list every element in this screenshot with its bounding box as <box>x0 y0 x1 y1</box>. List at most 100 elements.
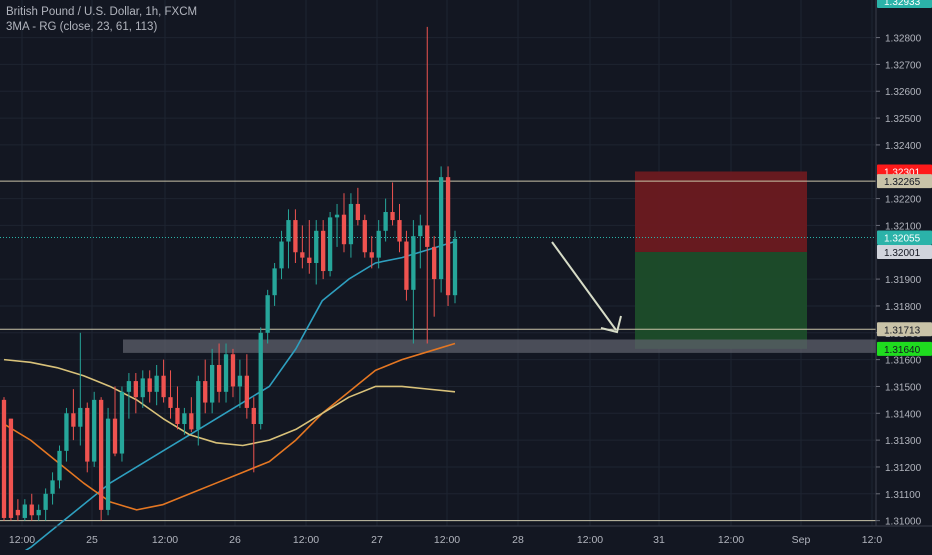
candle-59 <box>411 220 416 344</box>
level-lines[interactable] <box>0 180 876 522</box>
upper-level-price-label: 1.32265 <box>877 174 932 189</box>
time-axis[interactable]: 12:00 25 12:00 26 12:00 27 12:00 28 12:00 31 12:00… <box>0 525 932 546</box>
time-tick-label-8: 12:00 <box>577 534 603 546</box>
candle-body <box>98 399 104 510</box>
candle-body <box>258 332 263 425</box>
ma-slow-line <box>3 358 456 447</box>
candle-body <box>348 203 354 245</box>
price-tick-label-0: 1.31000 <box>885 517 922 528</box>
candle-body <box>50 480 55 494</box>
price-tick-label-8: 1.31800 <box>885 302 922 313</box>
candle-body <box>1 399 7 518</box>
candle-body <box>362 220 367 253</box>
time-tick-label-4: 12:00 <box>293 534 319 546</box>
candle-body <box>390 212 395 221</box>
ma-fast-line <box>16 240 456 555</box>
candle-24 <box>168 370 173 419</box>
candle-22 <box>154 364 159 406</box>
candle-body <box>43 493 48 510</box>
candle-53 <box>369 236 374 269</box>
arrow-drawing[interactable] <box>551 241 622 334</box>
candle-0 <box>1 397 7 521</box>
candle-41 <box>286 209 291 269</box>
candle-body <box>265 295 270 333</box>
candle-36 <box>251 397 256 473</box>
candle-body <box>445 177 451 296</box>
candle-51 <box>355 187 361 226</box>
entry-price-label-bg <box>877 244 932 259</box>
time-tick-label-0: 12:00 <box>9 534 35 546</box>
candle-45 <box>314 220 319 285</box>
candle-52 <box>362 214 367 258</box>
candle-body <box>78 407 83 427</box>
candle-33 <box>230 348 236 398</box>
candle-body <box>307 257 312 263</box>
time-tick-label-6: 12:00 <box>434 534 460 546</box>
candle-body <box>29 504 34 516</box>
candle-body <box>237 375 243 387</box>
candle-body <box>112 418 118 454</box>
candle-body <box>92 399 97 462</box>
candle-body <box>279 241 284 269</box>
candle-14 <box>98 397 104 521</box>
candle-57 <box>397 203 402 253</box>
candle-body <box>321 230 326 272</box>
price-axis-background <box>876 0 932 526</box>
candle-27 <box>189 397 194 433</box>
stop-price-label-text: 1.32301 <box>884 167 921 178</box>
time-tick-label-3: 26 <box>229 534 241 546</box>
take-profit-zone[interactable] <box>635 251 807 349</box>
price-tick-label-6: 1.31600 <box>885 356 922 367</box>
entry-price-label: 1.32001 <box>877 244 932 259</box>
candle-35 <box>244 354 249 419</box>
candle-13 <box>92 391 97 467</box>
candle-48 <box>334 203 340 247</box>
candle-body <box>147 378 152 392</box>
support-zone[interactable] <box>123 339 876 353</box>
candle-5 <box>36 504 41 521</box>
top-price-label-text: 1.32933 <box>884 0 921 8</box>
candle-21 <box>147 370 152 403</box>
candle-3 <box>22 499 27 521</box>
arrow-shaft[interactable] <box>551 241 617 331</box>
candle-61 <box>425 26 430 344</box>
candle-body <box>140 378 145 398</box>
price-tick-label-11: 1.32200 <box>885 195 922 206</box>
price-tick-label-10: 1.32100 <box>885 221 922 232</box>
price-tick-label-4: 1.31400 <box>885 409 922 420</box>
candle-28 <box>196 375 201 446</box>
candle-42 <box>293 209 298 263</box>
candle-body <box>300 252 305 258</box>
time-tick-label-10: 12:00 <box>718 534 744 546</box>
candle-body <box>71 413 76 427</box>
candle-31 <box>216 343 222 403</box>
candle-body <box>210 364 215 403</box>
candle-25 <box>175 386 180 430</box>
candle-32 <box>223 343 229 403</box>
candle-60 <box>418 214 423 269</box>
candle-body <box>8 418 14 518</box>
candle-40 <box>279 230 284 280</box>
candle-body <box>438 177 444 280</box>
candle-58 <box>404 230 409 301</box>
candle-body <box>175 407 180 425</box>
candle-body <box>161 375 166 398</box>
candles <box>1 26 458 521</box>
time-tick-label-2: 12:00 <box>152 534 178 546</box>
price-axis[interactable] <box>875 0 932 526</box>
candle-62 <box>432 236 437 317</box>
candle-body <box>119 391 125 454</box>
candle-body <box>216 364 222 392</box>
price-tick-label-1: 1.31100 <box>885 490 921 501</box>
stop-loss-zone[interactable] <box>635 171 807 252</box>
candle-38 <box>265 289 270 344</box>
candle-body <box>425 225 430 247</box>
candle-9 <box>64 407 69 462</box>
candle-body <box>105 418 111 510</box>
candle-body <box>15 509 21 516</box>
candle-body <box>397 220 402 242</box>
candle-7 <box>50 472 55 505</box>
candle-body <box>334 214 340 218</box>
